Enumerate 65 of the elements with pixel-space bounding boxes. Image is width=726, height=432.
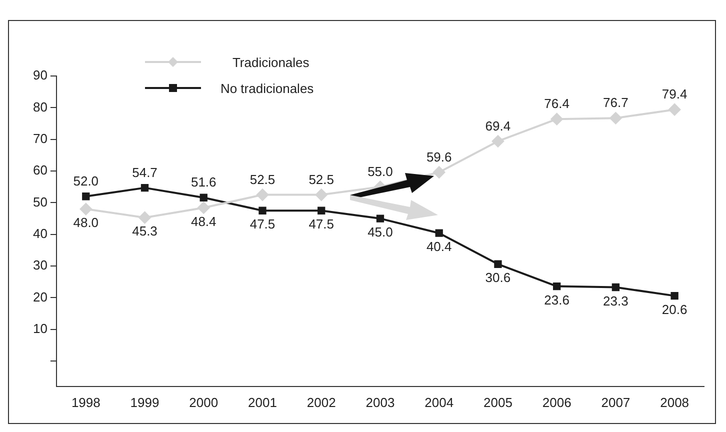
legend-label: No tradicionales <box>220 80 314 96</box>
point <box>668 104 681 116</box>
data-label: 52.0 <box>73 173 99 188</box>
point <box>550 113 563 126</box>
data-label: 76.7 <box>603 95 628 110</box>
point <box>494 260 502 268</box>
point <box>82 192 90 200</box>
point <box>610 112 622 124</box>
point <box>258 206 266 214</box>
point <box>670 292 678 300</box>
data-label: 52.5 <box>308 172 334 187</box>
x-tick-label: 1998 <box>71 394 100 410</box>
y-tick-label: 20 <box>32 289 48 304</box>
data-label: 76.4 <box>544 96 570 112</box>
x-tick-label: 2000 <box>189 394 218 410</box>
data-label: 59.6 <box>426 149 452 164</box>
data-label: 30.6 <box>485 270 511 286</box>
data-label: 79.4 <box>662 86 688 102</box>
point <box>553 282 561 290</box>
point <box>256 188 268 201</box>
y-tick-label: 40 <box>32 226 48 241</box>
point <box>376 214 384 222</box>
point <box>612 283 620 292</box>
x-tick-label: 1999 <box>130 394 160 410</box>
y-tick-label: 30 <box>32 258 48 273</box>
data-label: 23.6 <box>544 292 570 308</box>
data-label: 55.0 <box>368 164 393 179</box>
data-label: 47.5 <box>308 216 334 232</box>
y-tick-label: 80 <box>32 99 48 114</box>
data-label: 47.5 <box>250 216 276 232</box>
point <box>138 212 151 224</box>
x-tick-label: 2004 <box>424 394 454 410</box>
point <box>315 188 328 201</box>
x-tick-label: 2001 <box>248 394 277 410</box>
x-tick-label: 2003 <box>366 394 395 410</box>
data-label: 20.6 <box>662 302 688 317</box>
x-tick-label: 2006 <box>542 394 572 410</box>
point <box>80 203 92 216</box>
point <box>492 135 504 148</box>
y-tick-label: 70 <box>32 130 48 146</box>
data-label: 51.6 <box>190 174 216 190</box>
point <box>318 206 326 214</box>
y-tick-label: 60 <box>32 162 48 178</box>
point <box>433 166 446 178</box>
point <box>198 202 210 214</box>
x-tick-label: 2005 <box>484 394 512 410</box>
point <box>140 184 149 192</box>
point <box>435 229 443 237</box>
x-tick-label: 2007 <box>601 394 630 410</box>
point <box>200 194 208 202</box>
data-label: 23.3 <box>603 293 628 308</box>
data-label: 45.3 <box>132 224 158 239</box>
data-label: 40.4 <box>426 239 452 254</box>
data-label: 54.7 <box>132 164 158 180</box>
data-label: 48.4 <box>190 214 216 229</box>
data-label: 48.0 <box>73 215 99 230</box>
legend-label: Tradicionales <box>232 54 310 70</box>
x-tick-label: 2002 <box>306 394 336 410</box>
data-label: 69.4 <box>485 118 511 134</box>
x-tick-label: 2008 <box>660 394 690 410</box>
y-tick-label: 10 <box>32 320 48 336</box>
y-tick-label: 50 <box>32 194 48 210</box>
y-tick-label: 90 <box>32 68 48 83</box>
data-label: 52.5 <box>250 172 276 187</box>
data-label: 45.0 <box>368 224 393 240</box>
